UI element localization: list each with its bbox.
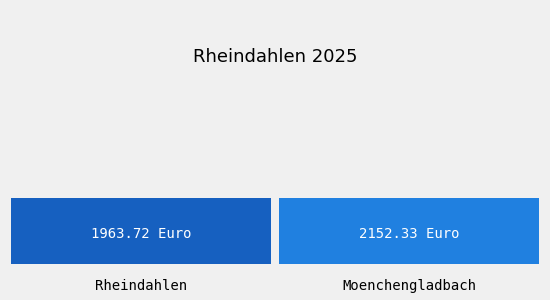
Text: Rheindahlen 2025: Rheindahlen 2025	[192, 48, 358, 66]
Text: Rheindahlen: Rheindahlen	[95, 279, 187, 293]
Text: 1963.72 Euro: 1963.72 Euro	[91, 227, 191, 241]
Text: 2152.33 Euro: 2152.33 Euro	[359, 227, 459, 241]
Text: Moenchengladbach: Moenchengladbach	[342, 279, 476, 293]
